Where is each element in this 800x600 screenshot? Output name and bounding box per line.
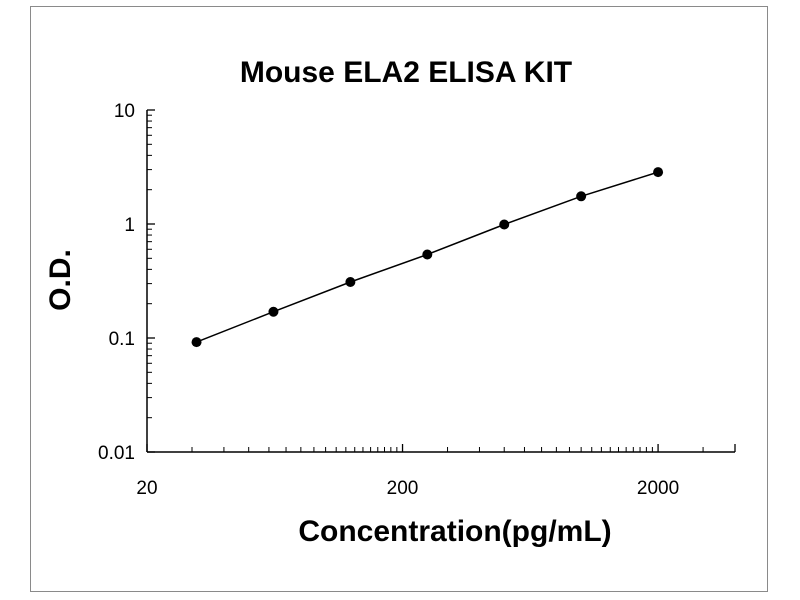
data-point (268, 306, 279, 317)
y-tick-label: 1 (124, 215, 135, 236)
y-tick-label: 0.01 (98, 443, 135, 464)
data-series (191, 167, 664, 348)
x-tick-label: 2000 (637, 478, 679, 499)
y-axis-label: O.D. (44, 249, 77, 311)
data-point (422, 249, 433, 260)
data-point (499, 219, 510, 230)
ticks: 0.01 0.1 1 10 20 200 2000 (98, 101, 736, 499)
data-point (576, 191, 587, 202)
x-axis-label: Concentration(pg/mL) (298, 515, 611, 548)
data-point (191, 337, 202, 348)
y-tick-label: 0.1 (109, 329, 135, 350)
data-point (345, 276, 356, 287)
chart-title: Mouse ELA2 ELISA KIT (240, 56, 572, 89)
axes (146, 110, 735, 453)
x-tick-label: 200 (387, 478, 419, 499)
y-tick-label: 10 (114, 101, 135, 122)
data-point (653, 167, 664, 178)
x-tick-label: 20 (136, 478, 157, 499)
chart-frame (30, 6, 768, 592)
